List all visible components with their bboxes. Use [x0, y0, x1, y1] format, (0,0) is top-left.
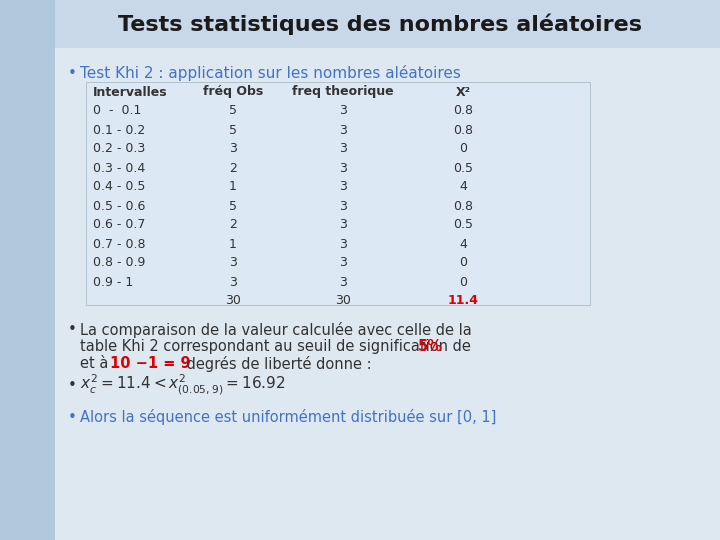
Text: 3: 3	[229, 143, 237, 156]
Text: 0.5: 0.5	[453, 161, 473, 174]
Text: X²: X²	[456, 85, 471, 98]
Text: 1: 1	[229, 180, 237, 193]
Text: 3: 3	[339, 275, 347, 288]
Text: •: •	[68, 322, 77, 337]
Text: 5: 5	[229, 124, 237, 137]
Text: 0: 0	[459, 256, 467, 269]
FancyBboxPatch shape	[0, 0, 55, 540]
Text: 3: 3	[339, 180, 347, 193]
Text: 3: 3	[339, 199, 347, 213]
Text: 5: 5	[229, 105, 237, 118]
Text: •: •	[68, 65, 77, 80]
Text: 10 −1 = 9: 10 −1 = 9	[110, 356, 191, 371]
Text: 0.3 - 0.4: 0.3 - 0.4	[93, 161, 145, 174]
Text: freq theorique: freq theorique	[292, 85, 394, 98]
Text: 0.2 - 0.3: 0.2 - 0.3	[93, 143, 145, 156]
Text: 3: 3	[229, 256, 237, 269]
Text: 0.4 - 0.5: 0.4 - 0.5	[93, 180, 145, 193]
Text: 4: 4	[459, 180, 467, 193]
Text: et à: et à	[80, 356, 113, 371]
Text: 1: 1	[229, 238, 237, 251]
Text: table Khi 2 correspondant au seuil de signification de: table Khi 2 correspondant au seuil de si…	[80, 339, 475, 354]
Text: 5: 5	[229, 199, 237, 213]
Text: 30: 30	[335, 294, 351, 307]
Text: Test Khi 2 : application sur les nombres aléatoires: Test Khi 2 : application sur les nombres…	[80, 65, 461, 81]
Text: 30: 30	[225, 294, 241, 307]
Text: 0.9 - 1: 0.9 - 1	[93, 275, 133, 288]
Text: 3: 3	[339, 143, 347, 156]
Text: 0.6 - 0.7: 0.6 - 0.7	[93, 219, 145, 232]
Text: 3: 3	[229, 275, 237, 288]
Text: 0.8: 0.8	[453, 124, 473, 137]
Text: 0.8: 0.8	[453, 105, 473, 118]
Text: 2: 2	[229, 219, 237, 232]
Text: 3: 3	[339, 256, 347, 269]
Text: 2: 2	[229, 161, 237, 174]
Text: La comparaison de la valeur calculée avec celle de la: La comparaison de la valeur calculée ave…	[80, 322, 472, 338]
Text: 0.8 - 0.9: 0.8 - 0.9	[93, 256, 145, 269]
Text: 3: 3	[339, 238, 347, 251]
Text: degrés de liberté donne :: degrés de liberté donne :	[182, 356, 372, 372]
Text: 3: 3	[339, 219, 347, 232]
Text: 0.7 - 0.8: 0.7 - 0.8	[93, 238, 145, 251]
Text: Alors la séquence est uniformément distribuée sur [0, 1]: Alors la séquence est uniformément distr…	[80, 409, 496, 425]
Text: fréq Obs: fréq Obs	[203, 85, 263, 98]
Text: 3: 3	[339, 124, 347, 137]
Text: Intervalles: Intervalles	[93, 85, 168, 98]
Text: 0.8: 0.8	[453, 199, 473, 213]
Text: •: •	[68, 377, 77, 393]
Text: 0.5 - 0.6: 0.5 - 0.6	[93, 199, 145, 213]
Text: 0.5: 0.5	[453, 219, 473, 232]
Text: $x_c^2 = 11.4 < x_{(0.05,9)}^2 = 16.92$: $x_c^2 = 11.4 < x_{(0.05,9)}^2 = 16.92$	[80, 373, 285, 397]
FancyBboxPatch shape	[86, 82, 590, 305]
Text: 0  -  0.1: 0 - 0.1	[93, 105, 141, 118]
Text: 11.4: 11.4	[448, 294, 479, 307]
Text: •: •	[68, 409, 77, 424]
Text: 0.1 - 0.2: 0.1 - 0.2	[93, 124, 145, 137]
Text: 3: 3	[339, 161, 347, 174]
Text: 0: 0	[459, 143, 467, 156]
Text: 3: 3	[339, 105, 347, 118]
Text: 4: 4	[459, 238, 467, 251]
FancyBboxPatch shape	[55, 0, 720, 48]
Text: 0: 0	[459, 275, 467, 288]
Text: 5%: 5%	[418, 339, 443, 354]
Text: Tests statistiques des nombres aléatoires: Tests statistiques des nombres aléatoire…	[118, 14, 642, 35]
